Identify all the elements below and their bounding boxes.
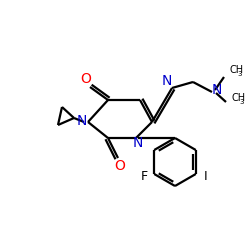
Text: 3: 3 [238, 71, 242, 77]
Text: CH: CH [230, 65, 244, 75]
Text: F: F [141, 170, 148, 183]
Text: N: N [212, 83, 222, 97]
Text: N: N [162, 74, 172, 88]
Text: CH: CH [232, 93, 246, 103]
Text: 3: 3 [240, 99, 244, 105]
Text: O: O [80, 72, 92, 86]
Text: I: I [204, 170, 208, 183]
Text: N: N [133, 136, 143, 150]
Text: N: N [77, 114, 87, 128]
Text: O: O [114, 159, 126, 173]
